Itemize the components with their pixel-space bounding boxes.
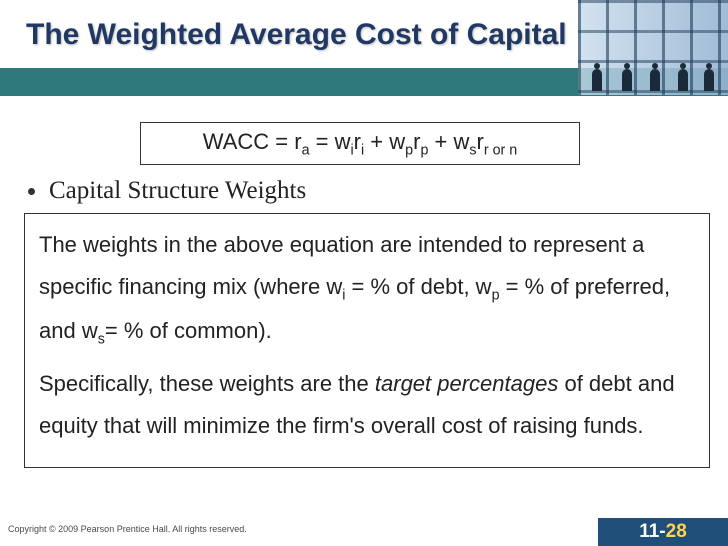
chapter-number: 11-: [639, 521, 665, 543]
paragraph-1: The weights in the above equation are in…: [39, 224, 695, 353]
bullet-label: Capital Structure Weights: [49, 177, 306, 205]
building-image: [578, 0, 728, 95]
bullet-icon: [28, 188, 35, 195]
page-number-badge: 11-28: [598, 518, 728, 546]
bullet-item: Capital Structure Weights: [20, 177, 728, 205]
footer: Copyright © 2009 Pearson Prentice Hall. …: [0, 516, 728, 546]
page-title: The Weighted Average Cost of Capital: [26, 18, 567, 52]
formula-text: WACC = ra = wiri + wprp + wsrr or n: [203, 129, 517, 154]
header: The Weighted Average Cost of Capital: [0, 0, 728, 110]
page-number: 28: [666, 521, 687, 543]
paragraph-2: Specifically, these weights are the targ…: [39, 363, 695, 447]
formula-box: WACC = ra = wiri + wprp + wsrr or n: [140, 122, 580, 165]
copyright-text: Copyright © 2009 Pearson Prentice Hall. …: [8, 524, 247, 534]
body-box: The weights in the above equation are in…: [24, 213, 710, 467]
